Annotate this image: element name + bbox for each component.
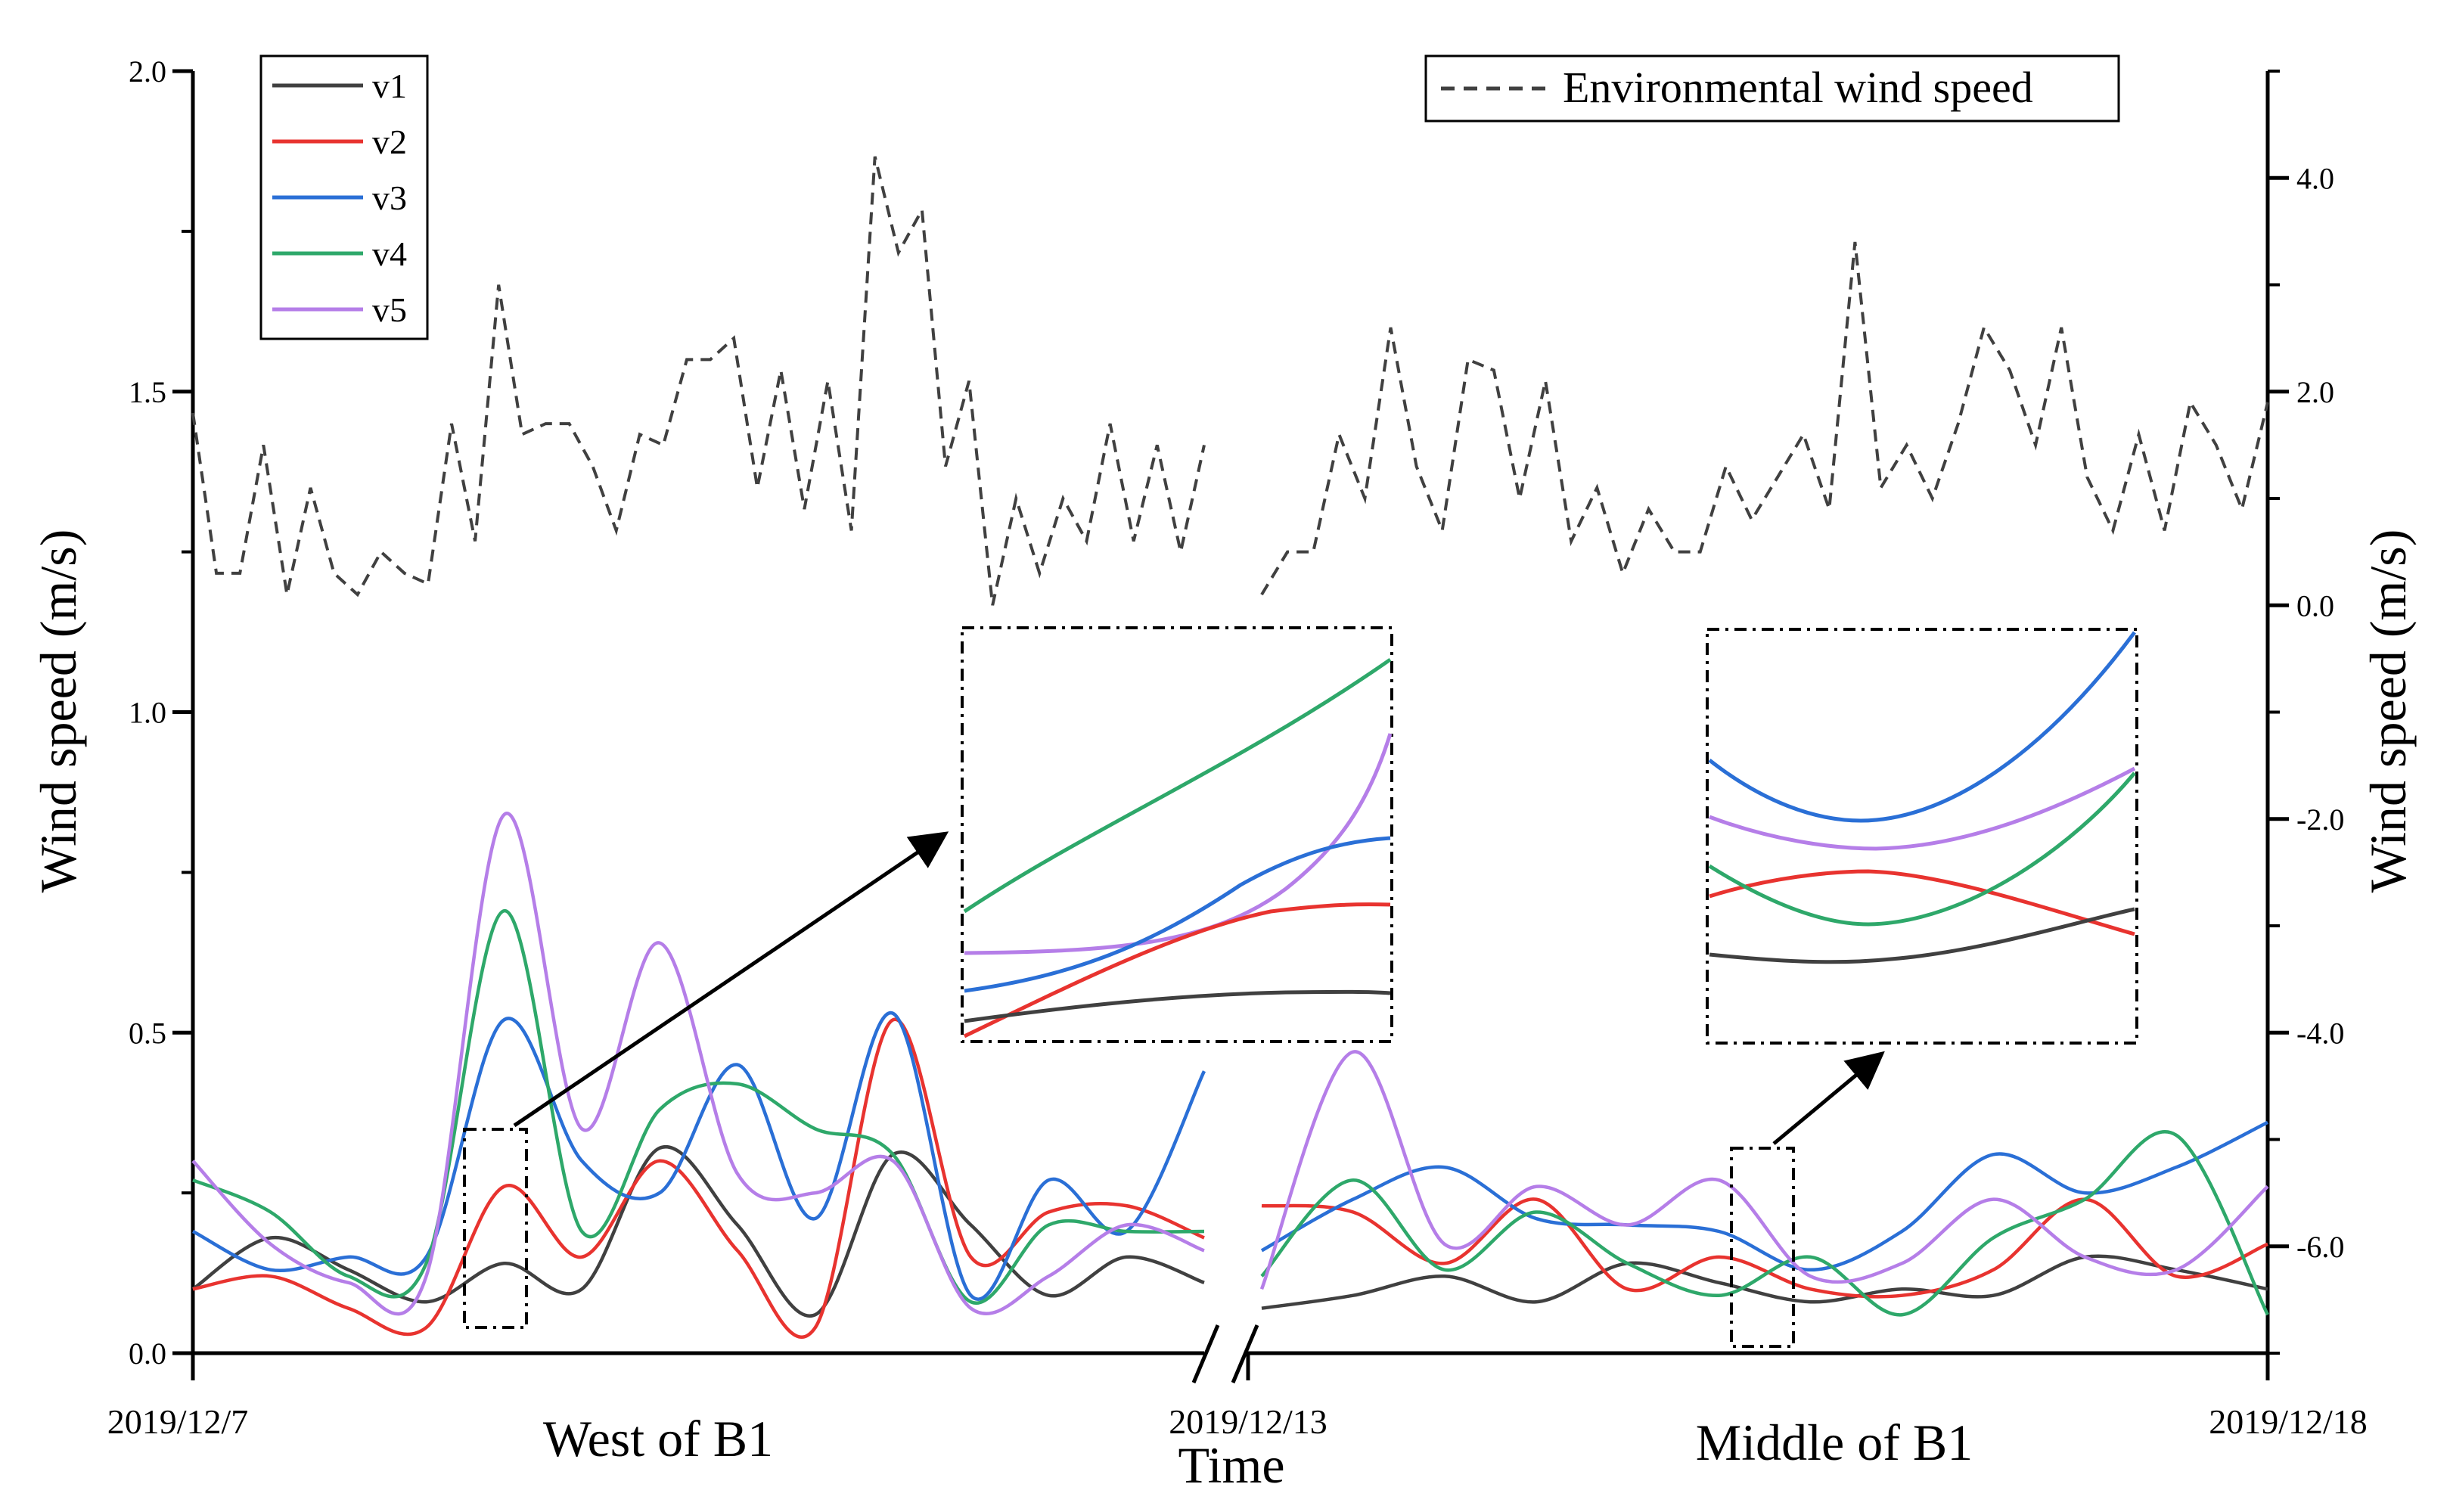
- inset-middle-v3-line: [1708, 631, 2137, 823]
- legend-label-v2: v2: [372, 123, 407, 161]
- v5-line-segment2: [1259, 1050, 2269, 1290]
- x-label-end: 2019/12/18: [2209, 1402, 2368, 1441]
- v4-line-segment1: [192, 908, 1205, 1306]
- x-label-break: 2019/12/13: [1169, 1402, 1327, 1441]
- inset-west-frame: [961, 626, 1393, 1043]
- inset-middle-zoom: [1706, 628, 2138, 1045]
- inset-middle-v5-line: [1709, 766, 2136, 851]
- v2-line-segment2: [1261, 1197, 2268, 1299]
- zoom-arrow-middle: [1772, 1051, 1885, 1145]
- x-axis-title: Time: [1178, 1436, 1284, 1494]
- left-tick-label: 1.5: [129, 375, 166, 409]
- y-axis-title-right: Wind speed (m/s): [2359, 529, 2417, 893]
- env-legend: Environmental wind speed: [1424, 54, 2120, 123]
- right-tick-label: -4.0: [2296, 1016, 2344, 1050]
- right-tick-label: 2.0: [2296, 375, 2334, 409]
- zoom-selection-west: [463, 1128, 528, 1329]
- left-tick-label: 1.0: [129, 696, 166, 730]
- right-y-ticks: -6.0 -4.0 -2.0 0.0 2.0 4.0: [2268, 70, 2344, 1355]
- env-legend-label: Environmental wind speed: [1563, 63, 2033, 112]
- legend-label-v1: v1: [372, 67, 407, 105]
- zoom-arrow-west: [513, 831, 949, 1128]
- v5-line-segment1: [191, 812, 1205, 1316]
- axis-break-mark-1: [1191, 1324, 1220, 1383]
- left-y-ticks: 0.0 0.5 1.0 1.5 2.0: [129, 54, 193, 1371]
- inset-middle-v1-line: [1709, 907, 2135, 964]
- env-wind-speed-series: [191, 156, 2269, 606]
- inset-west-v3-line: [964, 836, 1391, 993]
- inset-middle-v2-line: [1709, 869, 2135, 936]
- section-label-middle: Middle of B1: [1696, 1414, 1973, 1471]
- right-tick-label: -2.0: [2296, 803, 2344, 837]
- left-tick-label: 0.0: [129, 1337, 166, 1371]
- legend-label-v5: v5: [372, 290, 407, 329]
- v3-line-segment2: [1260, 1120, 2268, 1272]
- v1-line-segment1: [191, 1144, 1205, 1318]
- section-label-west: West of B1: [543, 1410, 773, 1467]
- inset-west-v5-line: [964, 733, 1393, 955]
- left-tick-label: 0.5: [129, 1016, 166, 1050]
- v1-line-segment2: [1261, 1254, 2268, 1310]
- axis-break-mark-2: [1231, 1324, 1259, 1383]
- v4-line-segment2: [1260, 1130, 2270, 1317]
- inset-middle-v4-line: [1708, 772, 2136, 927]
- right-tick-label: 4.0: [2296, 161, 2334, 195]
- left-tick-label: 2.0: [129, 54, 166, 88]
- inset-west-zoom: [961, 626, 1393, 1043]
- legend-entries: v1 v2 v3 v4 v5: [272, 67, 407, 329]
- speed-series-group: [191, 812, 2270, 1339]
- v2-line-segment1: [192, 1017, 1205, 1339]
- v3-line-segment1: [191, 1011, 1206, 1301]
- env-wind-line-segment2: [1260, 241, 2269, 596]
- right-tick-label: -6.0: [2296, 1230, 2344, 1264]
- inset-west-v4-line: [963, 657, 1392, 914]
- legend: v1 v2 v3 v4 v5: [259, 54, 429, 340]
- x-label-start: 2019/12/7: [107, 1402, 249, 1441]
- legend-label-v3: v3: [372, 179, 407, 217]
- legend-label-v4: v4: [372, 234, 407, 273]
- y-axis-title-left: Wind speed (m/s): [29, 529, 87, 893]
- inset-west-v2-line: [963, 902, 1391, 1039]
- inset-west-v1-line: [964, 989, 1391, 1023]
- zoom-selection-middle: [1730, 1147, 1795, 1348]
- right-tick-label: 0.0: [2296, 588, 2334, 622]
